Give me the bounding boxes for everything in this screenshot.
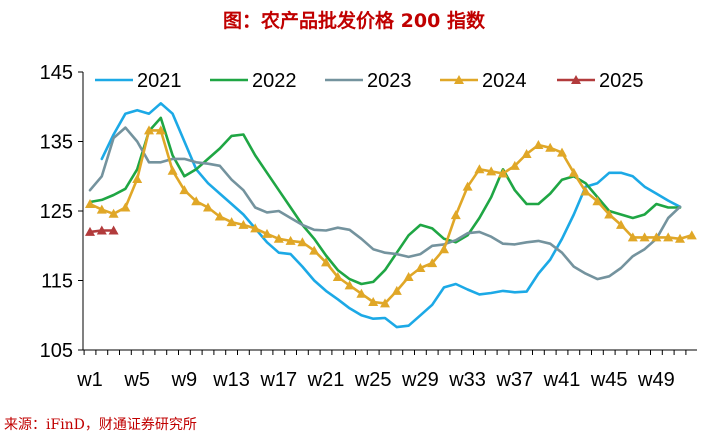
x-tick-label: w37 [495,369,533,391]
axes: 105 115 125 135 145 w1 w5 w9 w13 w17 w21 w25 w29 w33 w… [40,62,697,391]
legend-marker-2024 [454,75,464,84]
data-point-2024 [651,232,662,242]
data-point-2024 [568,167,579,177]
data-point-2024 [155,125,166,135]
x-tick-label: w17 [259,369,297,391]
data-point-2024 [96,204,107,214]
data-point-2024 [474,164,485,174]
x-tick-label: w41 [543,369,581,391]
data-point-2024 [686,230,697,240]
data-point-2024 [203,202,213,212]
y-tick-label: 105 [40,340,73,362]
data-point-2025 [108,225,119,235]
data-point-2024 [675,233,685,243]
data-point-2024 [509,160,520,170]
data-point-2024 [592,196,603,206]
y-tick-label: 135 [40,132,73,154]
data-point-2024 [639,232,650,242]
data-point-2024 [439,244,449,254]
legend-label-2023: 2023 [367,70,412,92]
legend-label-2024: 2024 [482,70,527,92]
data-point-2024 [380,298,390,308]
data-point-2024 [167,165,178,175]
data-point-2024 [356,288,367,298]
data-point-2024 [108,208,119,218]
data-point-2024 [391,285,402,295]
series-line-2022 [88,116,682,286]
data-point-2024 [450,210,461,220]
legend-label-2022: 2022 [252,70,297,92]
data-point-2024 [262,228,272,238]
data-point-2024 [533,139,544,149]
y-tick-label: 125 [40,201,73,223]
series-line-2024 [88,129,694,305]
data-point-2024 [321,257,331,267]
data-point-2024 [557,147,567,157]
x-tick-label: w29 [401,369,439,391]
x-tick-label: w1 [76,369,103,391]
legend-label-2025: 2025 [599,70,644,92]
data-point-2024 [309,245,320,255]
data-point-2024 [498,168,508,178]
data-point-2024 [604,209,615,219]
x-tick-label: w49 [637,369,675,391]
x-tick-label: w33 [448,369,486,391]
y-tick-label: 145 [40,62,73,84]
legend: 2021 2022 2023 2024 2025 [95,70,644,92]
data-point-2024 [85,199,95,209]
y-tick-label: 115 [41,271,73,293]
data-point-2024 [403,272,414,282]
source-note: 来源：iFinD，财通证券研究所 [4,417,197,433]
data-point-2024 [332,272,343,282]
data-point-2024 [285,235,296,245]
x-tick-label: w9 [171,369,198,391]
legend-label-2021: 2021 [137,70,182,92]
x-tick-label: w21 [307,369,345,391]
data-point-2024 [238,219,249,229]
series-line-2021 [100,102,682,329]
x-tick-label: w13 [212,369,250,391]
data-point-2024 [545,142,556,152]
x-tick-label: w45 [590,369,628,391]
data-point-2025 [96,225,107,235]
data-point-2024 [191,196,202,206]
data-point-2024 [368,297,379,307]
series-layer [85,102,697,329]
x-tick-label: w25 [354,369,392,391]
data-point-2024 [616,219,626,229]
data-point-2024 [344,280,355,290]
data-point-2024 [521,149,532,159]
x-tick-label: w5 [123,369,150,391]
data-point-2024 [627,232,638,242]
data-point-2024 [250,223,261,233]
data-point-2024 [214,211,225,221]
data-point-2025 [85,226,95,236]
data-point-2024 [297,237,308,247]
data-point-2024 [580,186,591,196]
data-point-2024 [226,217,237,227]
data-point-2024 [427,258,438,268]
data-point-2024 [415,262,426,272]
data-point-2024 [132,174,143,184]
data-point-2024 [120,202,131,212]
legend-marker-2025 [571,75,581,84]
data-point-2024 [462,181,473,191]
data-point-2024 [663,232,674,242]
data-point-2024 [486,166,497,176]
data-point-2024 [179,185,190,195]
series-line-2023 [88,126,682,281]
chart-title: 图：农产品批发价格 200 指数 [223,10,485,32]
data-point-2024 [144,125,154,135]
data-point-2024 [273,233,284,243]
